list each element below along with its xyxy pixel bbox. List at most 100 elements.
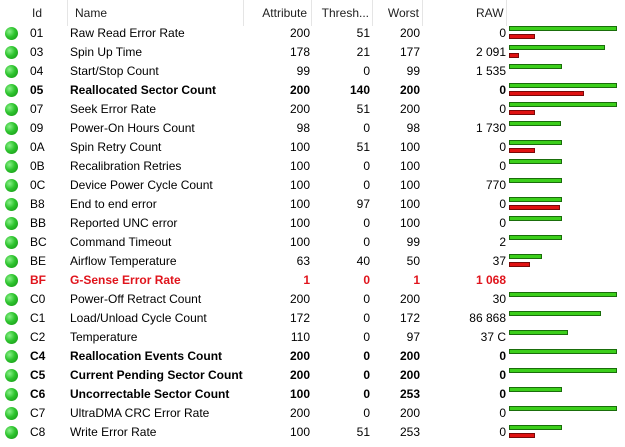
cell-raw: 37 C [480, 330, 506, 344]
table-row[interactable]: C6 Uncorrectable Sector Count 100 0 253 0 [0, 385, 625, 404]
cell-name: UltraDMA CRC Error Rate [70, 406, 210, 420]
column-header-raw[interactable]: RAW [476, 6, 504, 20]
column-divider[interactable] [506, 0, 507, 26]
table-row[interactable]: BC Command Timeout 100 0 99 2 [0, 233, 625, 252]
cell-id: C7 [30, 406, 46, 420]
table-row[interactable]: BB Reported UNC error 100 0 100 0 [0, 214, 625, 233]
cell-attribute: 99 [296, 64, 310, 78]
column-divider[interactable] [243, 0, 244, 26]
cell-raw: 0 [499, 83, 506, 97]
column-header-id[interactable]: Id [32, 6, 43, 20]
threshold-bar [509, 205, 560, 210]
threshold-bar [509, 110, 535, 115]
cell-id: 0B [30, 159, 45, 173]
cell-raw: 1 535 [475, 64, 506, 78]
attribute-health-bar [509, 292, 617, 297]
attribute-health-bar [509, 387, 562, 392]
cell-threshold: 0 [363, 406, 370, 420]
attribute-health-bar [509, 178, 562, 183]
cell-attribute: 200 [289, 102, 310, 116]
cell-name: Seek Error Rate [70, 102, 157, 116]
cell-worst: 98 [406, 121, 420, 135]
cell-worst: 97 [406, 330, 420, 344]
threshold-bar [509, 262, 530, 267]
attribute-health-bar [509, 311, 601, 316]
cell-attribute: 200 [289, 292, 310, 306]
column-divider[interactable] [311, 0, 312, 26]
status-ok-icon [5, 141, 18, 154]
table-row[interactable]: BE Airflow Temperature 63 40 50 37 [0, 252, 625, 271]
table-row[interactable]: C0 Power-Off Retract Count 200 0 200 30 [0, 290, 625, 309]
cell-threshold: 21 [356, 45, 370, 59]
column-header-threshold[interactable]: Thresh... [321, 6, 369, 20]
table-row[interactable]: 03 Spin Up Time 178 21 177 2 091 [0, 43, 625, 62]
cell-raw: 0 [499, 349, 506, 363]
table-row[interactable]: C2 Temperature 110 0 97 37 C [0, 328, 625, 347]
cell-name: Current Pending Sector Count [70, 368, 243, 382]
cell-threshold: 51 [356, 102, 370, 116]
cell-name: Reallocated Sector Count [70, 83, 217, 97]
attribute-health-bar [509, 83, 617, 88]
cell-worst: 99 [406, 64, 420, 78]
cell-worst: 1 [413, 273, 420, 287]
table-row[interactable]: C8 Write Error Rate 100 51 253 0 [0, 423, 625, 442]
cell-name: Start/Stop Count [70, 64, 159, 78]
cell-name: G-Sense Error Rate [70, 273, 181, 287]
status-ok-icon [5, 84, 18, 97]
cell-id: C5 [30, 368, 46, 382]
cell-raw: 0 [499, 159, 506, 173]
table-row[interactable]: C4 Reallocation Events Count 200 0 200 0 [0, 347, 625, 366]
status-ok-icon [5, 388, 18, 401]
threshold-bar [509, 148, 535, 153]
table-row[interactable]: 0A Spin Retry Count 100 51 100 0 [0, 138, 625, 157]
cell-name: Reported UNC error [70, 216, 178, 230]
cell-id: 0A [30, 140, 45, 154]
cell-threshold: 0 [363, 349, 370, 363]
column-header-name[interactable]: Name [75, 6, 108, 20]
cell-worst: 100 [399, 159, 420, 173]
cell-raw: 0 [499, 140, 506, 154]
table-row[interactable]: B8 End to end error 100 97 100 0 [0, 195, 625, 214]
table-row[interactable]: 0B Recalibration Retries 100 0 100 0 [0, 157, 625, 176]
cell-raw: 0 [499, 368, 506, 382]
cell-name: Raw Read Error Rate [70, 26, 185, 40]
table-row[interactable]: 04 Start/Stop Count 99 0 99 1 535 [0, 62, 625, 81]
table-row[interactable]: C1 Load/Unload Cycle Count 172 0 172 86 868 [0, 309, 625, 328]
cell-id: BB [30, 216, 47, 230]
attribute-health-bar [509, 197, 562, 202]
column-header-worst[interactable]: Worst [387, 6, 419, 20]
cell-worst: 200 [399, 26, 420, 40]
column-divider[interactable] [67, 0, 68, 26]
attribute-health-bar [509, 121, 561, 126]
table-row[interactable]: 07 Seek Error Rate 200 51 200 0 [0, 100, 625, 119]
cell-name: Airflow Temperature [70, 254, 177, 268]
cell-attribute: 172 [289, 311, 310, 325]
cell-raw: 2 091 [475, 45, 506, 59]
cell-threshold: 97 [356, 197, 370, 211]
table-row[interactable]: C7 UltraDMA CRC Error Rate 200 0 200 0 [0, 404, 625, 423]
column-divider[interactable] [422, 0, 423, 26]
cell-worst: 177 [399, 45, 420, 59]
cell-worst: 99 [406, 235, 420, 249]
table-row[interactable]: BF G-Sense Error Rate 1 0 1 1 068 [0, 271, 625, 290]
table-row[interactable]: C5 Current Pending Sector Count 200 0 200 0 [0, 366, 625, 385]
table-row[interactable]: 0C Device Power Cycle Count 100 0 100 770 [0, 176, 625, 195]
cell-threshold: 0 [363, 178, 370, 192]
cell-name: Load/Unload Cycle Count [70, 311, 207, 325]
cell-threshold: 0 [363, 330, 370, 344]
table-row[interactable]: 01 Raw Read Error Rate 200 51 200 0 [0, 24, 625, 43]
cell-worst: 200 [399, 368, 420, 382]
cell-threshold: 0 [363, 235, 370, 249]
column-divider[interactable] [372, 0, 373, 26]
cell-attribute: 200 [289, 406, 310, 420]
table-row[interactable]: 05 Reallocated Sector Count 200 140 200 0 [0, 81, 625, 100]
cell-threshold: 0 [363, 216, 370, 230]
threshold-bar [509, 433, 535, 438]
cell-raw: 37 [492, 254, 506, 268]
cell-raw: 0 [499, 406, 506, 420]
table-row[interactable]: 09 Power-On Hours Count 98 0 98 1 730 [0, 119, 625, 138]
column-header-attribute[interactable]: Attribute [262, 6, 307, 20]
cell-attribute: 200 [289, 26, 310, 40]
cell-raw: 86 868 [469, 311, 506, 325]
cell-name: Power-On Hours Count [70, 121, 195, 135]
